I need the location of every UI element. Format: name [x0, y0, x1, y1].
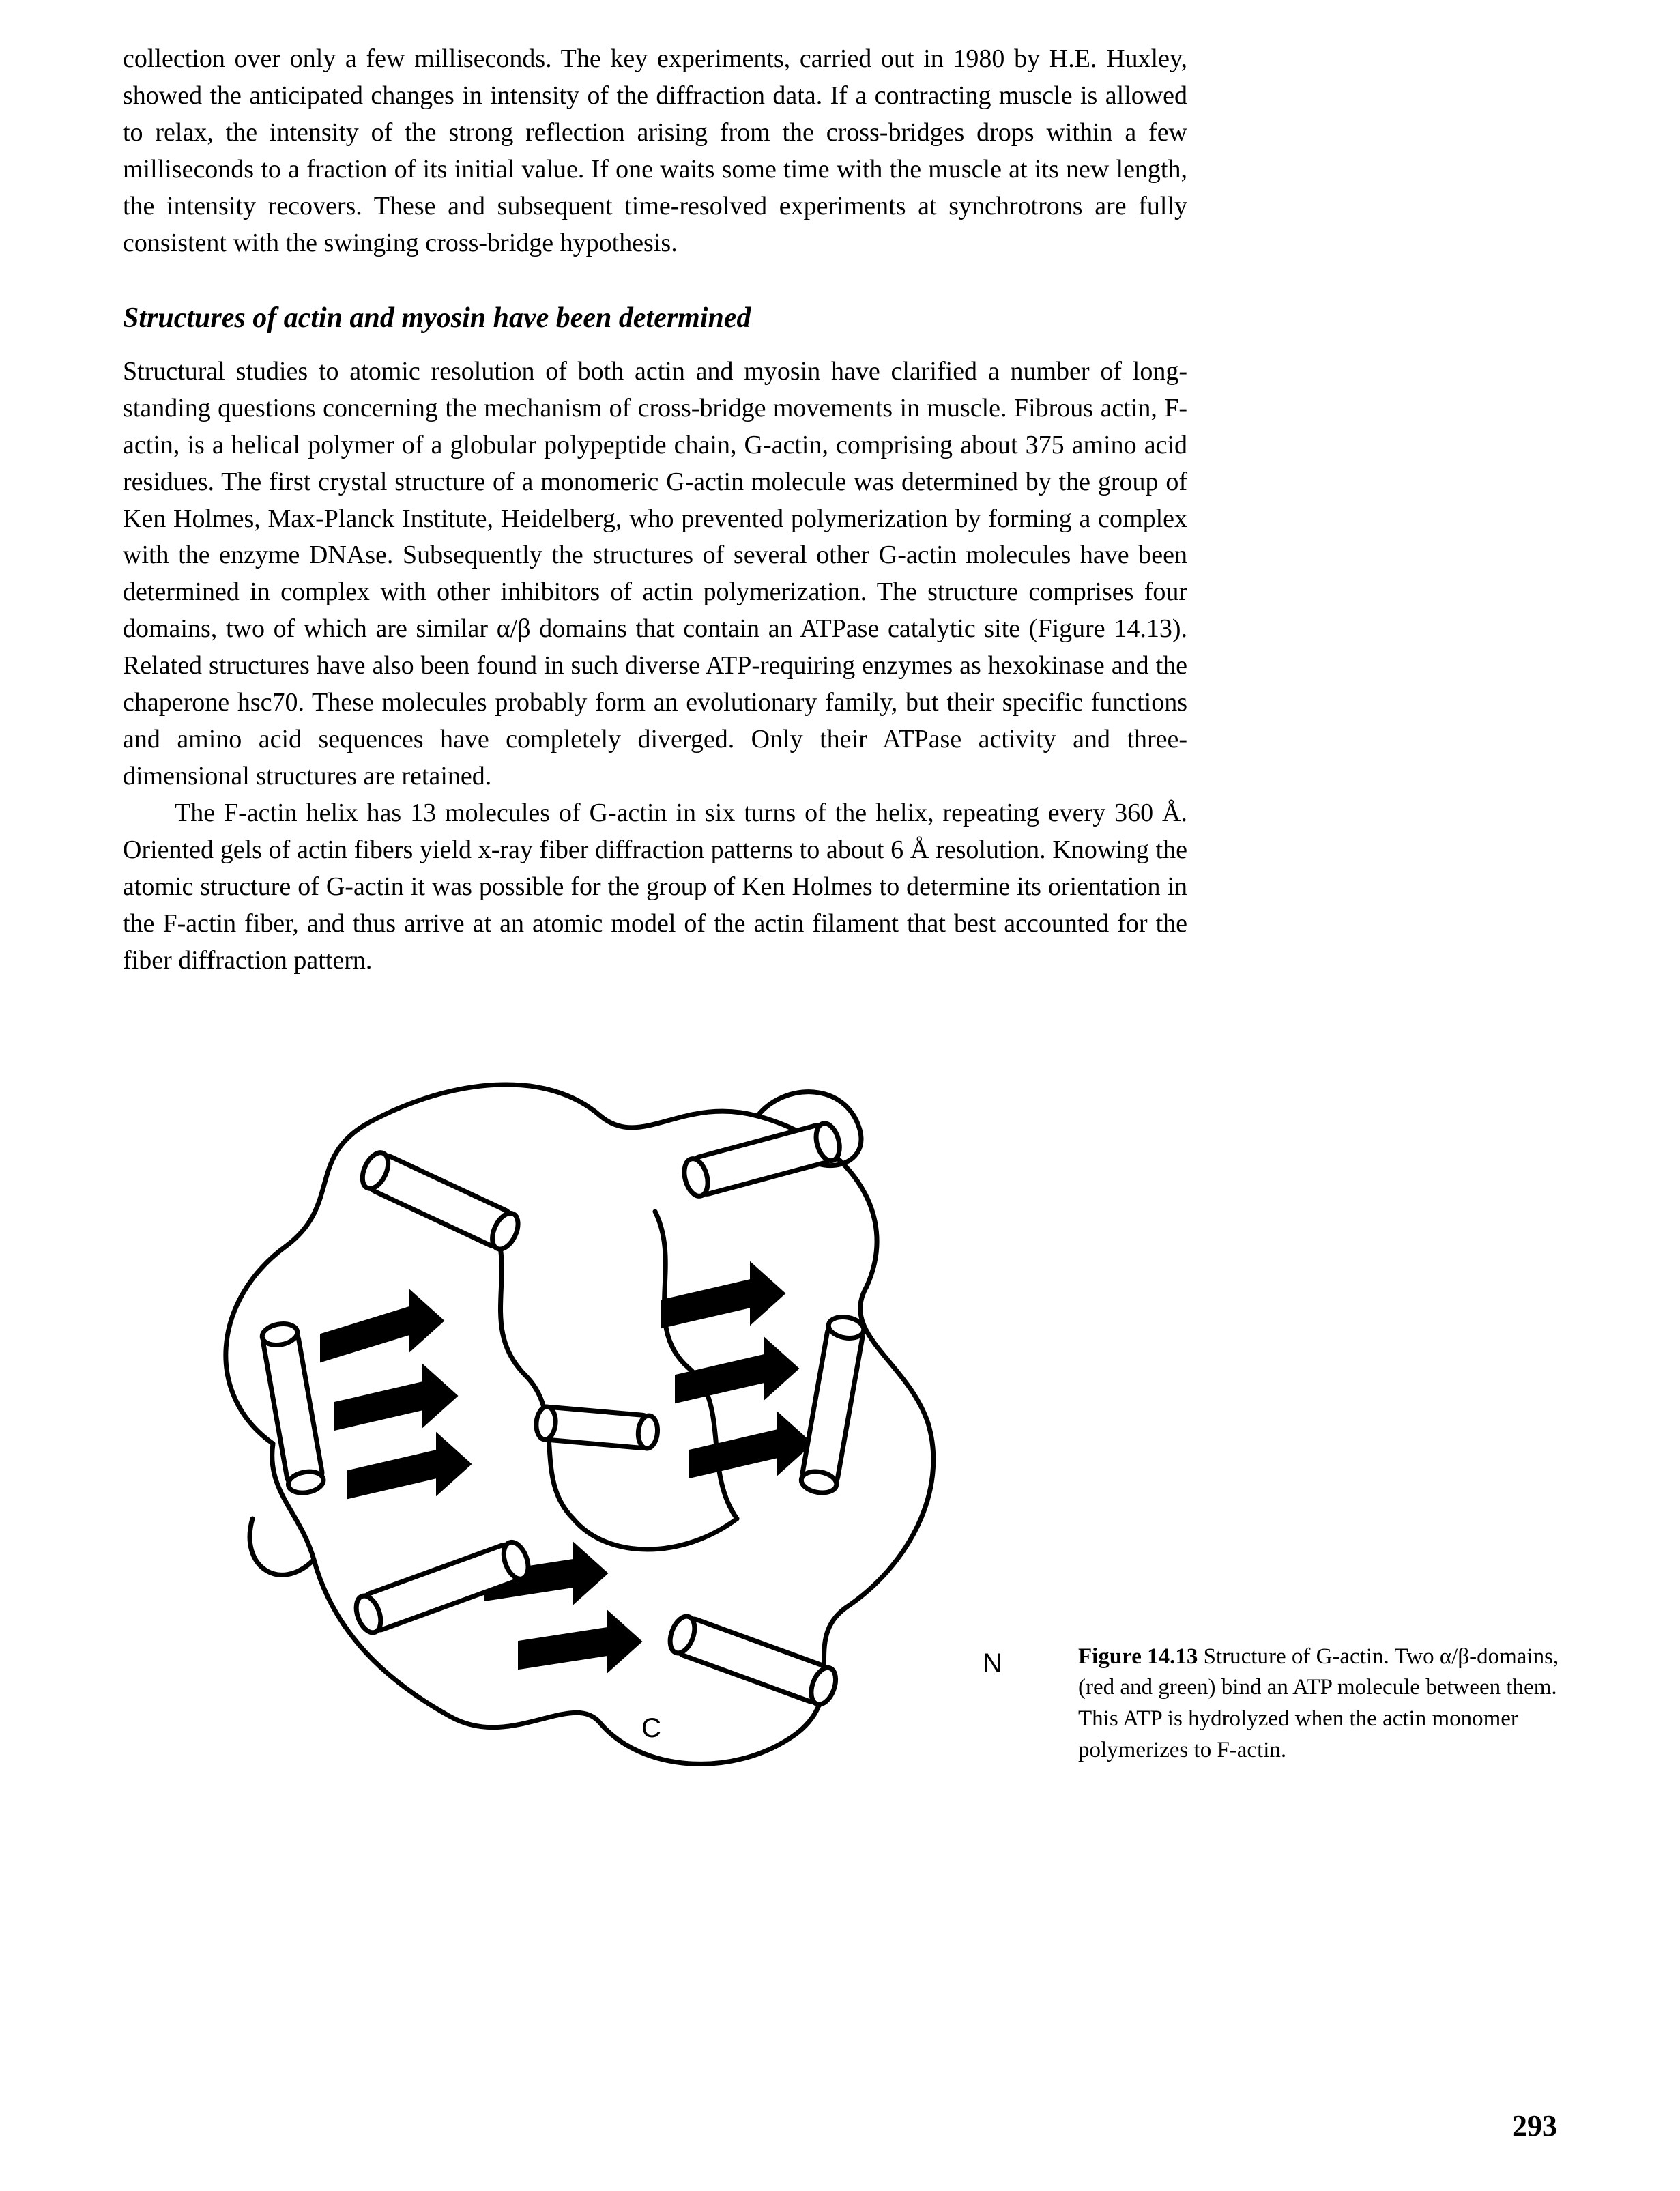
terminus-label-c: C [641, 1713, 661, 1744]
main-text-column: collection over only a few milliseconds.… [123, 41, 1187, 979]
figure-caption: Figure 14.13 Structure of G-actin. Two α… [1078, 1642, 1569, 1766]
section-heading: Structures of actin and myosin have been… [123, 302, 1187, 334]
figure-caption-label: Figure 14.13 [1078, 1644, 1198, 1669]
paragraph-2: Structural studies to atomic resolution … [123, 354, 1187, 795]
page-number: 293 [1512, 2108, 1557, 2143]
paragraph-1: collection over only a few milliseconds.… [123, 41, 1187, 262]
figure-14-13-image: C N [164, 1041, 1003, 1826]
terminus-label-n: N [983, 1648, 1002, 1679]
figure-row: C N Figure 14.13 Structure of G-actin. T… [123, 1041, 1557, 1826]
paragraph-3: The F-actin helix has 13 molecules of G-… [123, 795, 1187, 979]
protein-ribbon-svg [164, 1041, 1003, 1826]
